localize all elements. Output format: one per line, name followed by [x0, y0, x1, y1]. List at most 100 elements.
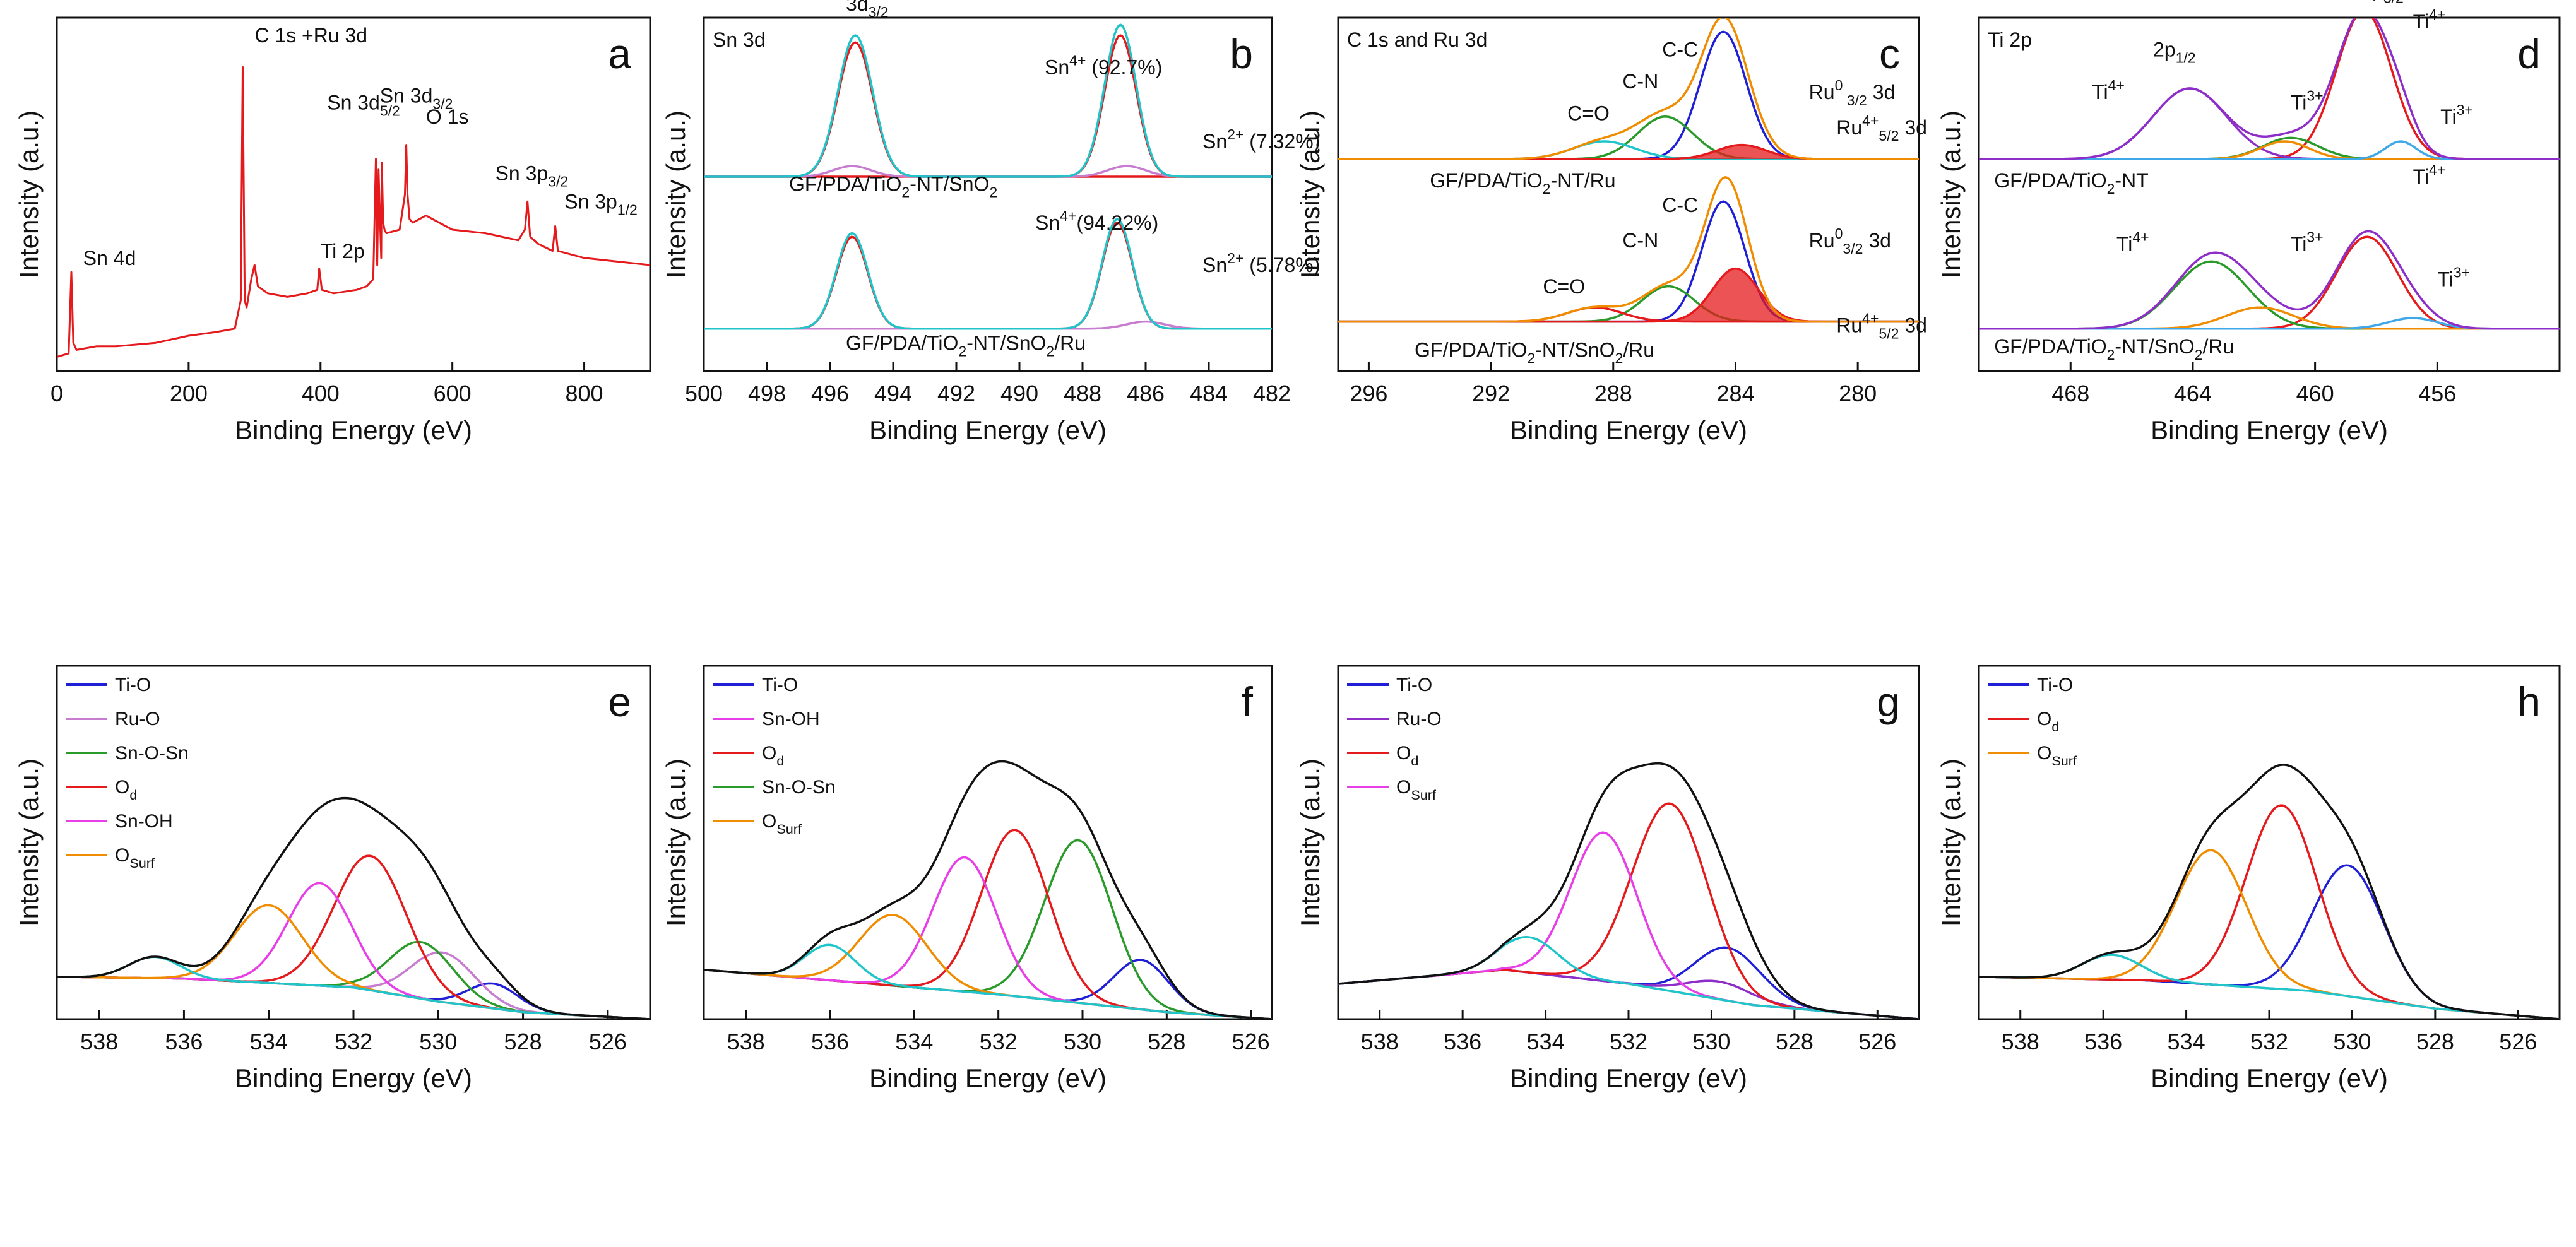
x-tick-label-f: 534: [895, 1029, 933, 1055]
series-line-d: [1979, 230, 2560, 330]
series-line-h: [1979, 764, 2560, 1019]
legend-label-e: Ru-O: [115, 709, 160, 730]
plot-area-a: [57, 66, 650, 358]
x-tick-label-g: 538: [1361, 1029, 1399, 1055]
series-line-f: [704, 829, 1272, 1019]
annotation-a: Sn 3d5/2​: [327, 92, 400, 119]
x-tick-label-e: 528: [504, 1029, 542, 1055]
x-tick-label-a: 400: [302, 381, 340, 406]
plot-area-g: [1338, 762, 1919, 1019]
x-tick-label-g: 532: [1610, 1029, 1647, 1055]
x-tick-label-f: 526: [1232, 1029, 1270, 1055]
annotation-b: Sn2+​ (5.78%): [1202, 250, 1320, 276]
panel-f: 538 536 534 532 530 528 526 Binding Energy (eV)…: [661, 665, 1273, 1093]
x-tick-label-g: 534: [1527, 1029, 1565, 1055]
x-tick-label-c: 288: [1594, 381, 1632, 406]
annotation-a: Sn 3p3/2​: [496, 162, 569, 190]
x-tick-label-d: 468: [2051, 381, 2089, 406]
annotation-c: C-N: [1622, 70, 1658, 93]
annotation-d: Ti3+​: [2440, 102, 2473, 128]
series-line-g: [1338, 831, 1919, 1019]
y-axis-label-f: Intensity (a.u.): [661, 759, 691, 926]
series-line-b: [704, 218, 1272, 330]
legend-label-g: OSurf​: [1396, 777, 1437, 803]
x-tick-label-b: 482: [1253, 381, 1291, 406]
plot-frame-d: [1978, 16, 2561, 372]
legend-label-e: Sn-OH: [115, 811, 173, 832]
x-tick-label-g: 530: [1692, 1029, 1730, 1055]
x-axis-label-b: Binding Energy (eV): [869, 415, 1107, 445]
panel-h: 538 536 534 532 530 528 526 Binding Energy (eV)…: [1936, 665, 2561, 1093]
legend-label-f: Od​: [762, 743, 784, 769]
x-tick-label-e: 536: [165, 1029, 203, 1055]
annotation-a: Sn 3d3/2​: [380, 84, 453, 112]
panel-letter-c: c: [1879, 30, 1900, 77]
y-axis-label-d: Intensity (a.u.): [1936, 110, 1966, 278]
series-line-c: [1338, 115, 1919, 160]
panel-b: 500 498 496 494 492 490 488 486 484 482 Binding En…: [661, 0, 1320, 445]
x-axis-label-f: Binding Energy (eV): [869, 1063, 1107, 1093]
y-axis-label-c: Intensity (a.u.): [1295, 110, 1325, 278]
x-tick-label-g: 526: [1858, 1029, 1896, 1055]
x-tick-label-a: 200: [170, 381, 208, 406]
x-tick-label-f: 530: [1064, 1029, 1101, 1055]
annotation-d: GF/PDA/TiO2​-NT/SnO2​/Ru: [1994, 335, 2234, 363]
x-tick-label-h: 532: [2250, 1029, 2288, 1055]
legend-label-h: Ti-O: [2037, 675, 2073, 695]
series-line-h: [1979, 954, 2560, 1019]
panel-title-d: Ti 2p: [1988, 28, 2032, 51]
x-tick-label-e: 534: [250, 1029, 288, 1055]
x-tick-label-c: 284: [1716, 381, 1754, 406]
annotation-a: O 1s: [426, 105, 469, 128]
panel-letter-h: h: [2517, 678, 2541, 725]
x-tick-label-b: 496: [811, 381, 849, 406]
series-line-e: [57, 796, 650, 1019]
series-line-h: [1979, 864, 2560, 1019]
series-line-c: [1338, 18, 1919, 160]
plot-area-e: [57, 796, 650, 1019]
x-tick-label-g: 536: [1444, 1029, 1481, 1055]
x-tick-label-c: 292: [1472, 381, 1510, 406]
x-tick-label-f: 538: [727, 1029, 765, 1055]
annotation-b: Sn4+​(94.22%): [1035, 208, 1158, 234]
panel-a: 0 200 400 600 800 Binding Energy (eV) Intensit…: [14, 16, 651, 445]
legend-label-e: OSurf​: [115, 845, 155, 871]
panel-letter-e: e: [608, 678, 631, 725]
annotation-a: Sn 4d: [83, 247, 136, 269]
x-tick-label-b: 488: [1064, 381, 1101, 406]
y-axis-label-h: Intensity (a.u.): [1936, 759, 1966, 926]
x-tick-label-b: 500: [685, 381, 723, 406]
series-line-e: [57, 904, 650, 1019]
plot-frame-h: [1978, 665, 2561, 1020]
plot-area-b: [704, 23, 1272, 330]
x-axis-label-h: Binding Energy (eV): [2151, 1063, 2388, 1093]
annotation-c: C-N: [1622, 229, 1658, 252]
panel-letter-b: b: [1230, 30, 1253, 77]
x-tick-label-a: 600: [434, 381, 472, 406]
series-line-h: [1979, 849, 2560, 1019]
x-tick-label-b: 498: [748, 381, 786, 406]
annotation-d: 2p1/2​: [2153, 38, 2196, 66]
annotation-c: Ru0​ 3/2​ 3d: [1809, 77, 1896, 109]
x-axis-label-g: Binding Energy (eV): [1510, 1063, 1747, 1093]
series-line-d: [1979, 18, 2560, 160]
series-line-a: [57, 66, 650, 358]
annotation-a: Sn 3p1/2​: [564, 190, 638, 218]
x-tick-label-d: 460: [2296, 381, 2334, 406]
panel-title-b: Sn 3d: [713, 28, 766, 51]
annotation-b: GF/PDA/TiO2​-NT/SnO2​/Ru: [846, 331, 1086, 359]
annotation-c: C=O: [1543, 275, 1585, 298]
x-tick-label-a: 0: [50, 381, 63, 406]
legend-label-g: Ru-O: [1396, 709, 1442, 730]
annotation-c: Ru4+​5/2​ 3d: [1836, 310, 1927, 341]
x-tick-label-e: 526: [589, 1029, 627, 1055]
x-tick-label-d: 464: [2174, 381, 2212, 406]
legend-label-e: Ti-O: [115, 675, 151, 695]
series-line-d: [1979, 140, 2560, 160]
series-line-e: [57, 940, 650, 1019]
panel-d: 468 464 460 456 Binding Energy (eV) Intensity…: [1936, 0, 2561, 445]
x-tick-label-h: 536: [2084, 1029, 2122, 1055]
x-tick-label-f: 532: [980, 1029, 1018, 1055]
x-tick-label-h: 530: [2333, 1029, 2371, 1055]
